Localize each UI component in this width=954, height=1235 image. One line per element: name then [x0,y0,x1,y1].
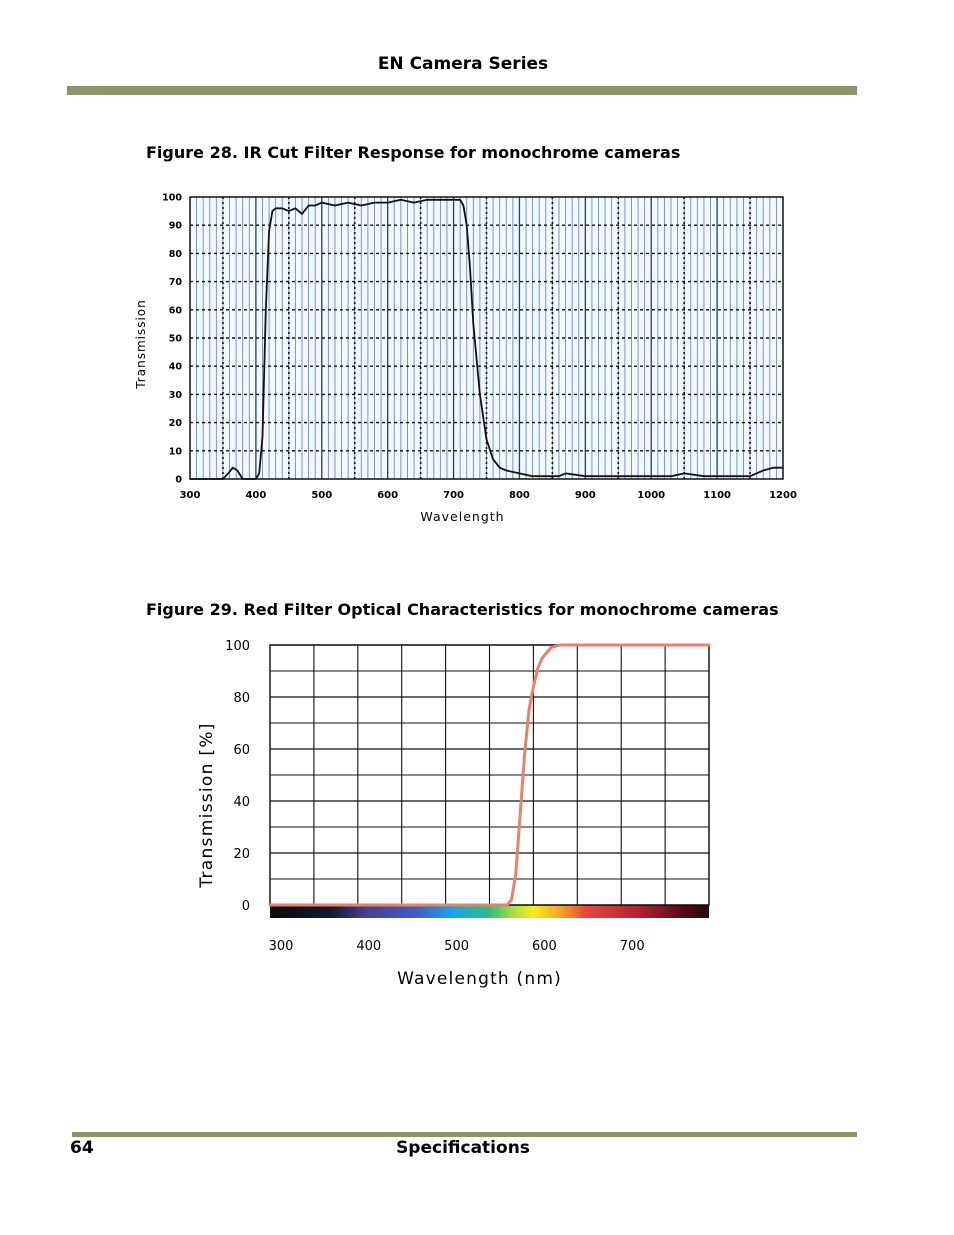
y-tick-label: 20 [233,847,250,862]
red-filter-curve [268,643,711,907]
y-tick-label: 40 [169,362,183,373]
y-tick-label: 100 [162,193,182,204]
x-tick-label: 400 [356,939,381,954]
header-rule [67,86,857,95]
x-tick-label: 700 [443,490,464,501]
x-tick-label: 700 [620,939,645,954]
x-axis-label: Wavelength (nm) [397,969,562,989]
figure-29-caption: Figure 29. Red Filter Optical Characteri… [146,600,779,619]
x-tick-label: 1200 [769,490,797,501]
x-tick-label: 400 [245,490,266,501]
y-tick-label: 60 [169,305,183,316]
figure-28-caption: Figure 28. IR Cut Filter Response for mo… [146,143,681,162]
y-tick-label: 90 [169,221,183,232]
x-tick-label: 600 [532,939,557,954]
y-tick-label: 70 [169,277,183,288]
y-tick-label: 40 [233,795,250,810]
y-tick-label: 20 [169,418,183,429]
spectrum-band [270,905,709,918]
x-tick-label: 500 [311,490,332,501]
x-tick-label: 1100 [703,490,731,501]
ir-cut-curve [190,198,783,480]
x-tick-label: 800 [509,490,530,501]
y-tick-label: 0 [242,899,250,914]
y-tick-label: 10 [169,446,183,457]
page-number: 64 [70,1138,94,1158]
y-tick-label: 30 [169,390,183,401]
y-tick-label: 60 [233,743,250,758]
x-tick-label: 300 [180,490,201,501]
y-axis-label: Transmission [134,299,148,390]
x-tick-label: 300 [269,939,294,954]
footer-rule [72,1132,857,1137]
y-tick-label: 100 [225,639,250,654]
footer-section-title: Specifications [396,1138,530,1158]
x-tick-label: 900 [575,490,596,501]
x-axis-label: Wavelength [420,509,504,524]
x-tick-label: 1000 [637,490,665,501]
y-tick-label: 0 [175,475,182,486]
x-tick-label: 500 [444,939,469,954]
y-tick-label: 50 [169,334,183,345]
x-tick-label: 600 [377,490,398,501]
plot-frame [189,196,784,480]
y-axis-label: Transmission [%] [197,722,217,888]
header-title: EN Camera Series [377,54,549,74]
y-tick-label: 80 [169,249,183,260]
y-tick-label: 80 [233,691,250,706]
